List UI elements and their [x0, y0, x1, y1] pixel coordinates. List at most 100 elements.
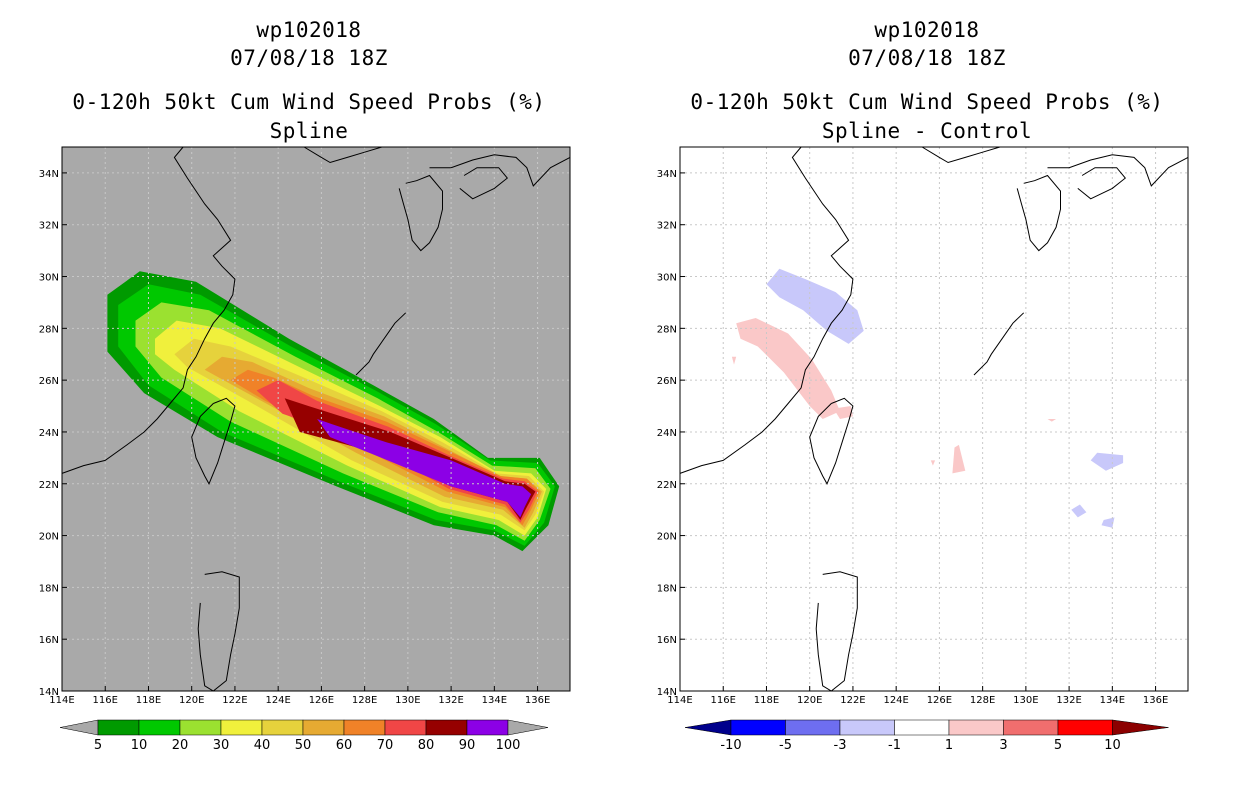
plot-frame	[679, 146, 1189, 692]
coastline-ryukyu	[355, 312, 407, 376]
plot-background	[680, 147, 1188, 691]
chart-title-date: 07/08/18 18Z	[848, 46, 1006, 70]
colorbar-swatch	[839, 719, 895, 736]
coastline-mainland	[679, 146, 854, 474]
colorbar-swatch	[138, 719, 181, 736]
probability-map: 114E 116E 118E 120E 122E 124E 126E 128E 130E 132E…	[39, 146, 571, 753]
colorbar-label: -10	[720, 738, 741, 753]
y-tick-label: 16N	[39, 635, 59, 646]
colorbar-label: 50	[295, 738, 312, 753]
y-tick-label: 14N	[39, 687, 59, 698]
colorbar-swatch	[1057, 719, 1113, 736]
coastline-korea	[921, 146, 1001, 164]
y-tick-label: 24N	[39, 428, 59, 439]
colorbar-swatch	[179, 719, 222, 736]
coastline-luzon	[197, 571, 240, 692]
colorbar-swatch	[384, 719, 427, 736]
colorbar-label: 10	[1104, 738, 1121, 753]
coastline-taiwan	[809, 397, 854, 485]
x-tick-label: 136E	[525, 695, 550, 706]
colorbar-label: 40	[254, 738, 271, 753]
y-tick-label: 30N	[39, 273, 59, 284]
colorbar-under-arrow	[684, 719, 732, 736]
y-tick-label: 32N	[657, 221, 677, 232]
colorbar-label: 30	[213, 738, 230, 753]
contour-level-neg1	[1101, 517, 1115, 528]
y-tick-label: 16N	[657, 635, 677, 646]
x-tick-label: 120E	[797, 695, 822, 706]
x-tick-label: 116E	[711, 695, 736, 706]
colorbar-swatch	[220, 719, 263, 736]
colorbar-swatch	[302, 719, 345, 736]
contour-level-1	[833, 406, 853, 419]
coastline-honshu	[1047, 154, 1189, 187]
x-tick-label: 132E	[1056, 695, 1081, 706]
colorbar-swatch	[894, 719, 950, 736]
y-tick-label: 26N	[657, 376, 677, 387]
y-tick-label: 34N	[39, 169, 59, 180]
chart-title-subtitle: Spline - Control	[821, 119, 1033, 143]
colorbar-label: 3	[999, 738, 1007, 753]
coastline-kyushu	[1016, 174, 1061, 252]
y-tick-label: 30N	[657, 273, 677, 284]
x-tick-label: 116E	[93, 695, 118, 706]
x-tick-label: 132E	[438, 695, 463, 706]
x-tick-label: 124E	[265, 695, 290, 706]
colorbar-swatch	[948, 719, 1004, 736]
colorbar-label: 60	[336, 738, 353, 753]
left-panel: wp102018 07/08/18 18Z 0-120h 50kt Cum Wi…	[39, 18, 571, 753]
chart-title-product: 0-120h 50kt Cum Wind Speed Probs (%)	[72, 90, 546, 114]
chart-title-storm-id: wp102018	[874, 18, 980, 42]
y-tick-label: 32N	[39, 221, 59, 232]
y-tick-label: 22N	[39, 480, 59, 491]
chart-title-storm-id: wp102018	[256, 18, 362, 42]
colorbar-swatch	[425, 719, 468, 736]
x-tick-label: 122E	[222, 695, 247, 706]
colorbar-swatch	[343, 719, 386, 736]
x-tick-label: 114E	[667, 695, 692, 706]
y-tick-label: 22N	[657, 480, 677, 491]
colorbar-label: 1	[945, 738, 953, 753]
colorbar-label: 70	[377, 738, 394, 753]
coastline-honshu	[429, 154, 571, 187]
contour-level-neg1	[1071, 504, 1087, 518]
colorbar-label: -5	[779, 738, 792, 753]
colorbar-swatch	[97, 719, 140, 736]
colorbar-label: -3	[834, 738, 847, 753]
coastline-korea	[303, 146, 383, 164]
chart-title-date: 07/08/18 18Z	[230, 46, 388, 70]
x-tick-label: 120E	[179, 695, 204, 706]
x-tick-label: 134E	[1100, 695, 1125, 706]
x-tick-label: 134E	[482, 695, 507, 706]
y-tick-label: 28N	[657, 324, 677, 335]
colorbar-over-arrow	[1112, 719, 1169, 736]
contour-level-neg1	[1090, 452, 1124, 471]
contour-level-1	[952, 444, 966, 474]
difference-map: 114E 116E 118E 120E 122E 124E 126E 128E 130E 132E…	[657, 146, 1189, 753]
colorbar-label: 100	[496, 738, 521, 753]
colorbar-label: 90	[459, 738, 476, 753]
coastline-luzon	[815, 571, 858, 692]
y-tick-label: 28N	[39, 324, 59, 335]
contour-level-1	[930, 460, 936, 466]
y-tick-label: 34N	[657, 169, 677, 180]
coastline-mainland	[61, 146, 236, 474]
y-tick-label: 24N	[657, 428, 677, 439]
y-tick-label: 20N	[657, 532, 677, 543]
x-tick-label: 136E	[1143, 695, 1168, 706]
colorbar-swatch	[261, 719, 304, 736]
y-tick-label: 14N	[657, 687, 677, 698]
y-tick-label: 18N	[39, 583, 59, 594]
colorbar-swatch	[785, 719, 841, 736]
x-tick-label: 114E	[49, 695, 74, 706]
coastline-taiwan	[191, 397, 236, 485]
y-tick-label: 20N	[39, 532, 59, 543]
chart-title-product: 0-120h 50kt Cum Wind Speed Probs (%)	[690, 90, 1164, 114]
colorbar-label: 80	[418, 738, 435, 753]
colorbar-label: 5	[1054, 738, 1062, 753]
contour-level-1	[736, 318, 840, 419]
contour-level-90	[317, 419, 532, 518]
y-tick-label: 26N	[39, 376, 59, 387]
colorbar-swatch	[1003, 719, 1059, 736]
x-tick-label: 122E	[840, 695, 865, 706]
